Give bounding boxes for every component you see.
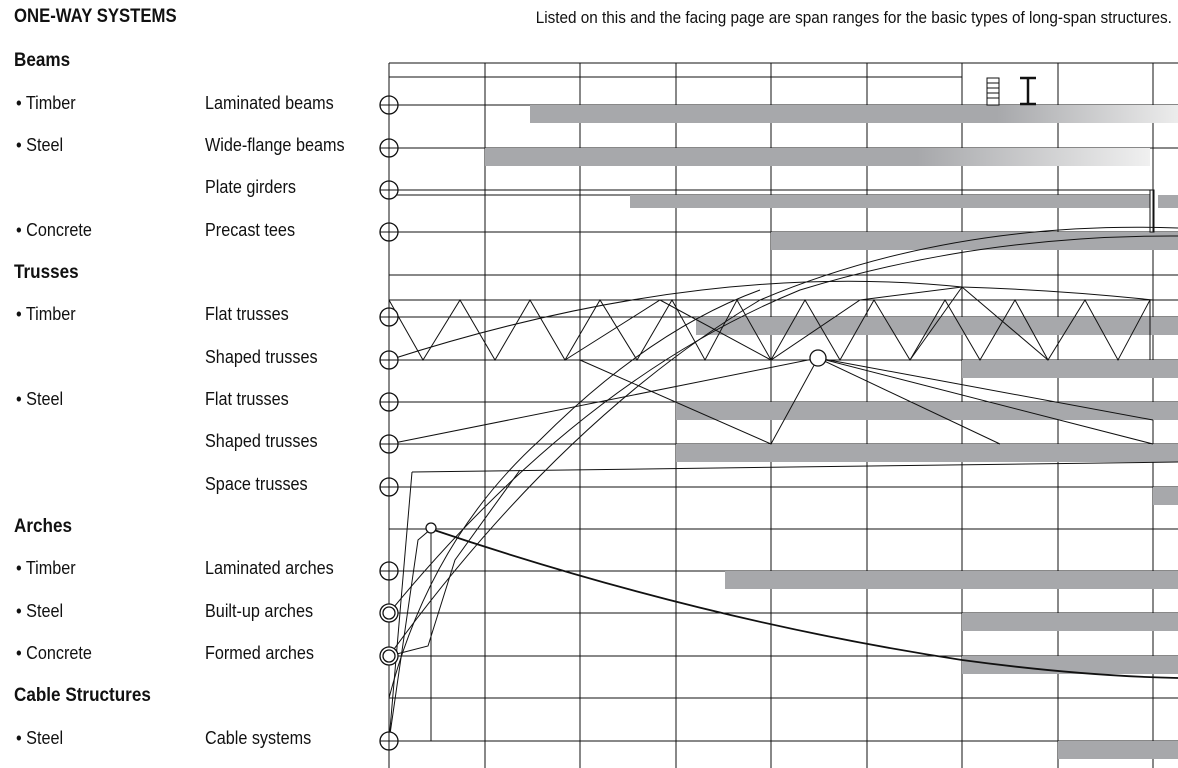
material-label: • Concrete [16,220,92,240]
span-bar-timber-shaped-trusses [962,360,1178,378]
hinge-marker [382,649,396,663]
system-label: Formed arches [205,643,314,663]
system-label: Precast tees [205,220,296,240]
system-label: Laminated beams [205,93,334,113]
span-bar-precast-tees [771,232,1178,250]
hinge-marker [425,522,437,534]
span-bar-laminated-arches [725,571,1178,589]
hinge-marker [382,606,396,620]
system-label: Shaped trusses [205,431,318,451]
group-heading-cable-structures: Cable Structures [14,685,151,706]
span-bar-wide-flange-beams [485,148,1150,166]
group-heading-arches: Arches [14,516,72,537]
span-bar-built-up-arches [962,613,1178,631]
cable-curve [430,528,1178,679]
system-label: Wide-flange beams [205,135,345,155]
material-label: • Timber [16,558,76,578]
arch-curve-2 [388,235,1178,614]
material-label: • Concrete [16,643,92,663]
span-bars [485,105,1178,759]
shaped-truss-top-chord [388,280,1154,361]
hinge-marker [809,349,827,367]
system-label: Built-up arches [205,601,314,621]
material-label: • Steel [16,135,64,155]
material-label: • Steel [16,601,64,621]
system-label: Laminated arches [205,558,334,578]
span-bar-cable-systems [1058,741,1178,759]
span-bar-plate-girders [630,195,1150,208]
system-label: Space trusses [205,474,308,494]
group-heading-beams: Beams [14,50,71,71]
material-label: • Timber [16,304,76,324]
laminated-section-icon [986,77,1000,106]
span-bar-space-trusses [1153,487,1178,505]
system-label: Cable systems [205,728,312,748]
span-bar-laminated-beams [530,105,1178,123]
span-bar-timber-flat-trusses [696,317,1178,335]
material-label: • Timber [16,93,76,113]
i-beam-section-icon [1020,76,1036,106]
system-label: Plate girders [205,177,296,197]
intro-text: Listed on this and the facing page are s… [535,8,1172,27]
group-heading-trusses: Trusses [14,262,79,283]
span-bar-formed-arches [962,656,1178,674]
page-title: ONE-WAY SYSTEMS [14,6,177,27]
system-label: Flat trusses [205,304,289,324]
span-bar-plate-girders-tail [1158,195,1178,208]
arch-curve-1 [388,226,1178,657]
system-label: Flat trusses [205,389,289,409]
system-label: Shaped trusses [205,347,318,367]
material-label: • Steel [16,728,64,748]
arch-curve-3 [411,461,1178,473]
span-bar-steel-shaped-trusses [676,444,1178,462]
span-bar-steel-flat-trusses [676,402,1178,420]
material-label: • Steel [16,389,64,409]
